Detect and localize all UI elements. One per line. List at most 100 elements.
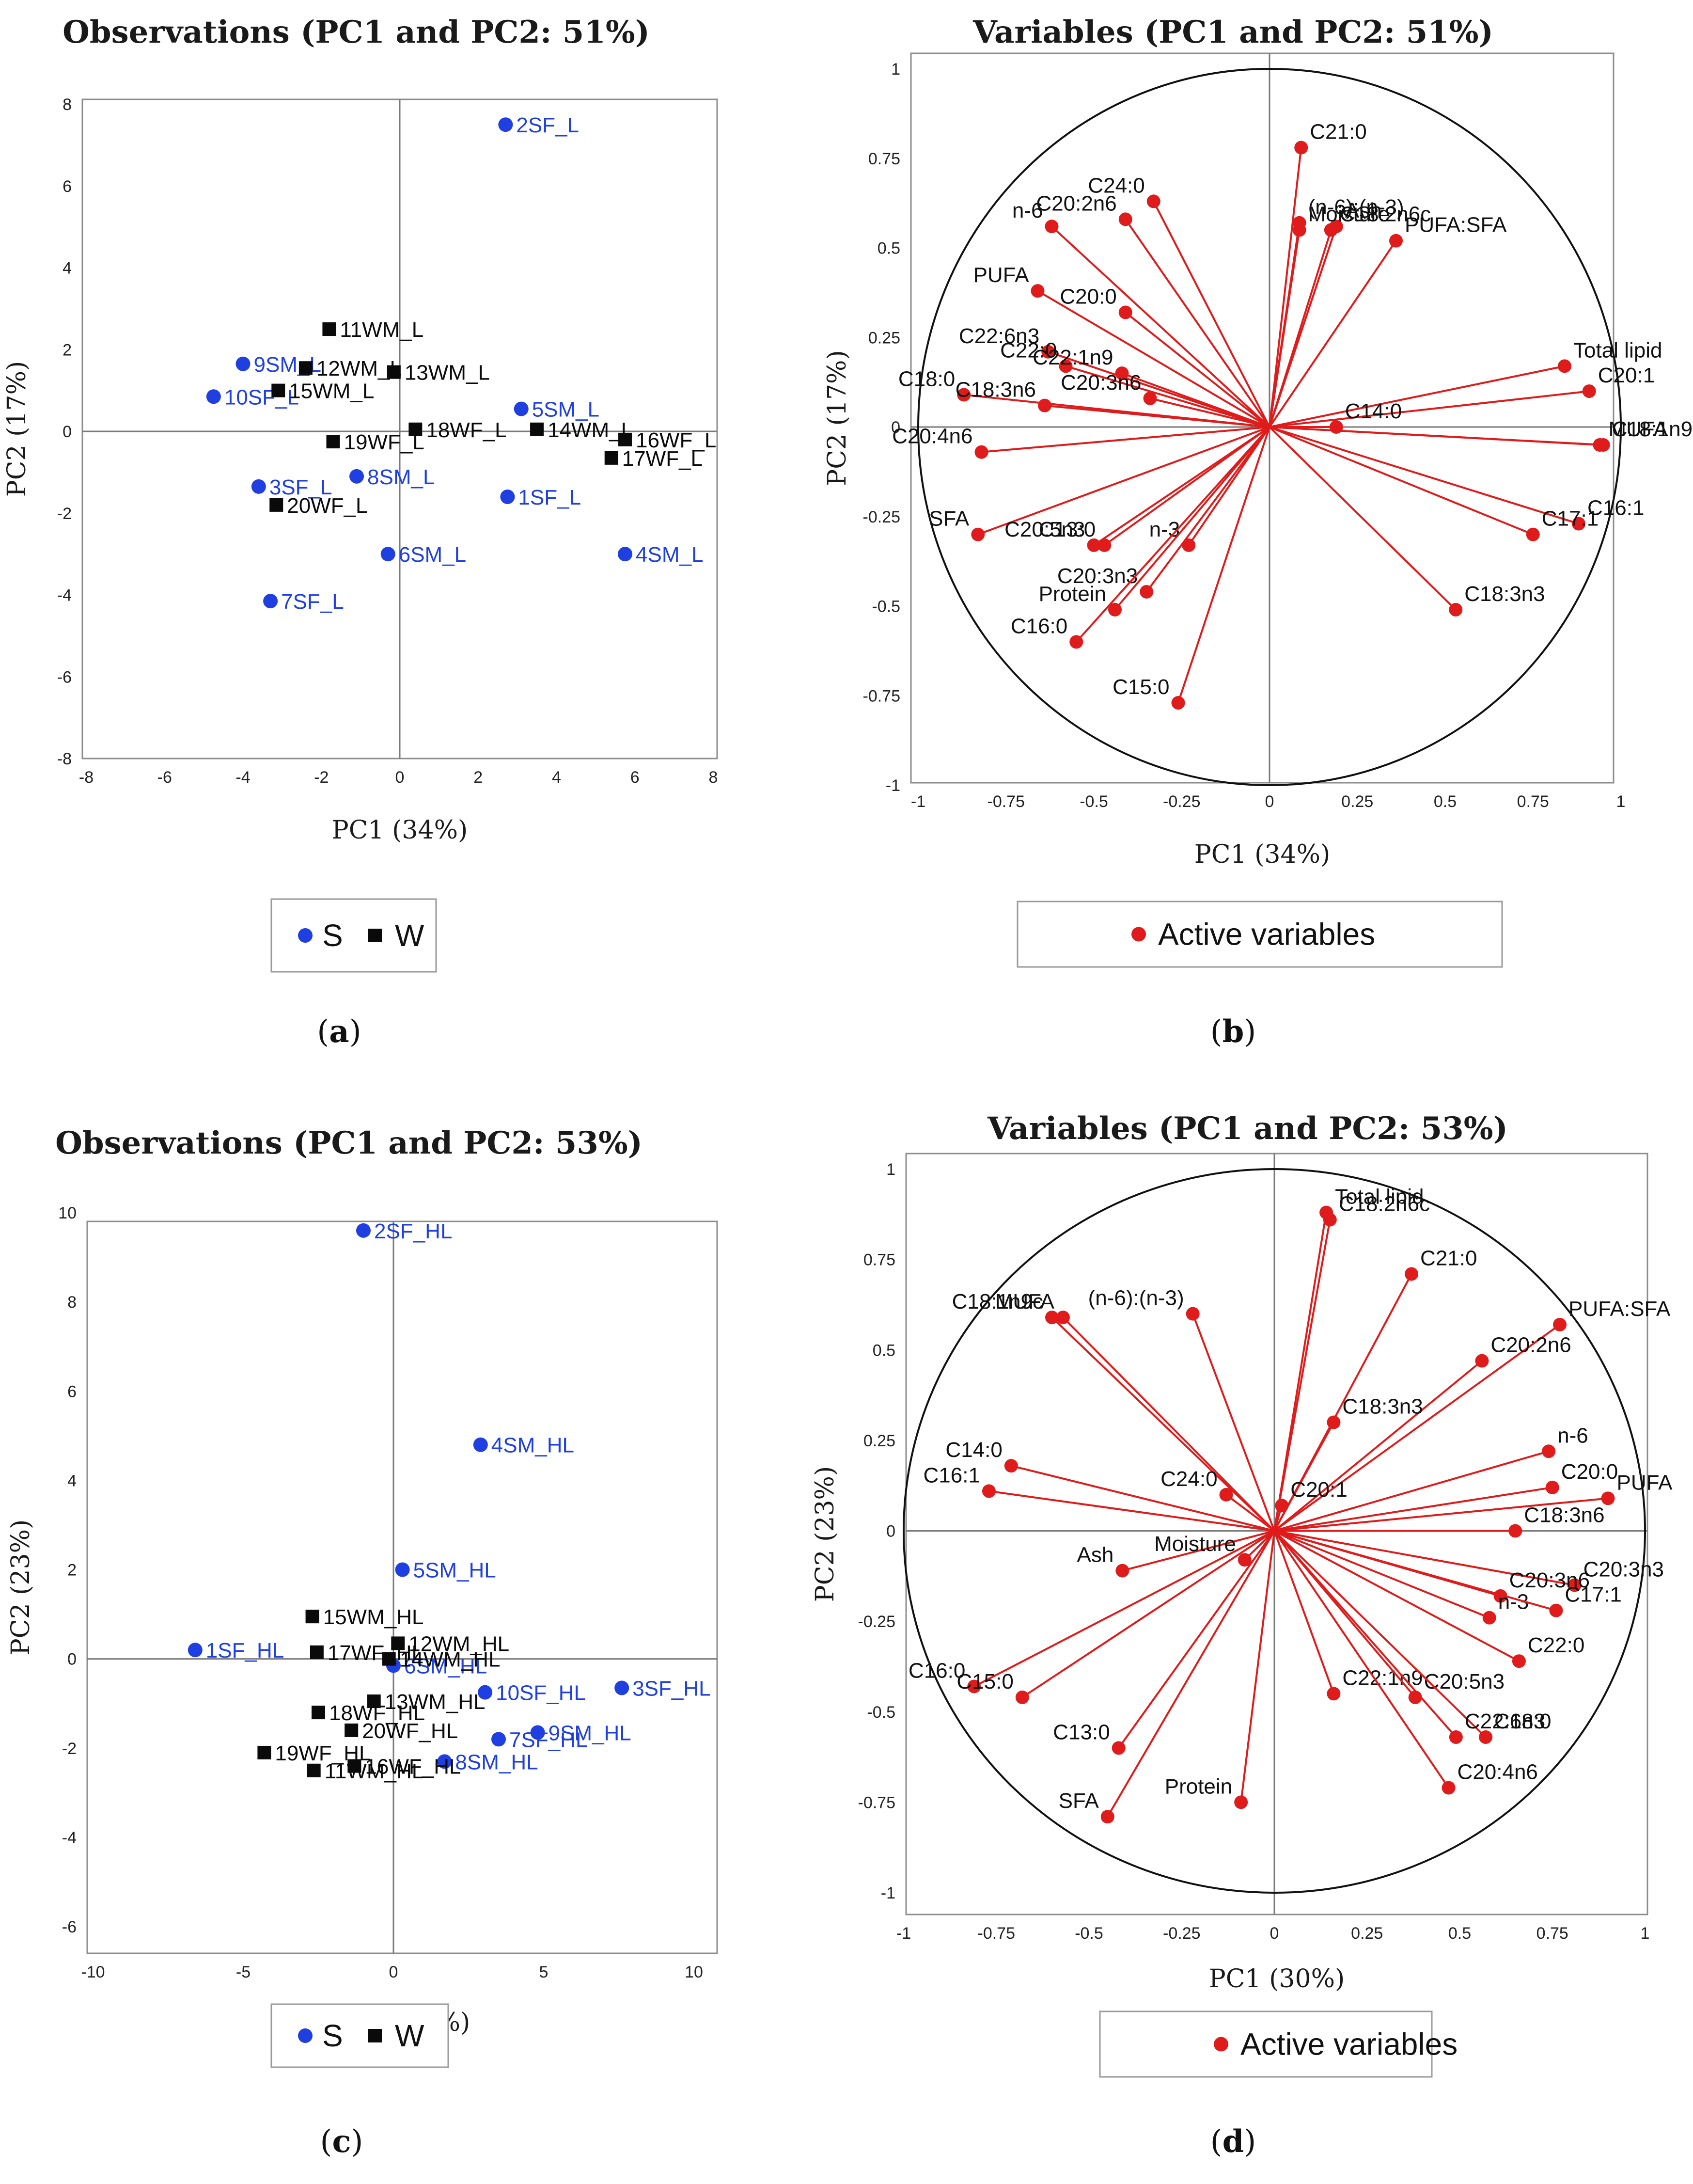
loading-vector bbox=[988, 1490, 1275, 1532]
observation-point-w bbox=[326, 435, 340, 449]
variable-point bbox=[1182, 538, 1196, 552]
legend-label-w: W bbox=[395, 2018, 424, 2053]
observation-point-s bbox=[251, 479, 266, 494]
observation-point-s bbox=[235, 356, 251, 371]
variable-label: Protein bbox=[1165, 1774, 1232, 1798]
y-tick-label: -2 bbox=[57, 505, 72, 523]
loading-vector bbox=[1075, 426, 1270, 643]
observation-label: 17WF_L bbox=[622, 447, 703, 471]
x-tick-label: -5 bbox=[236, 1963, 251, 1981]
observation-point-w bbox=[530, 422, 544, 436]
loading-vector bbox=[1274, 1530, 1490, 1619]
variable-point bbox=[1442, 1781, 1456, 1795]
observation-label: 15WM_HL bbox=[323, 1605, 424, 1629]
variable-label: C14:0 bbox=[945, 1438, 1002, 1462]
variable-point bbox=[1087, 538, 1101, 552]
legend-label-s: S bbox=[322, 918, 343, 953]
x-tick-label: 0.75 bbox=[1517, 792, 1549, 811]
variable-point bbox=[1275, 1499, 1289, 1513]
variable-label: C20:0 bbox=[1561, 1460, 1618, 1484]
loading-vector bbox=[977, 426, 1270, 536]
x-tick-label: 0.75 bbox=[1536, 1924, 1568, 1943]
variable-label: C17:1 bbox=[1542, 507, 1599, 531]
variable-label: C22:1n9 bbox=[1033, 346, 1113, 369]
variable-label: C18:2n6c bbox=[1340, 203, 1431, 226]
x-axis-title: PC1 (34%) bbox=[332, 816, 468, 845]
y-tick-label: 0 bbox=[67, 1650, 77, 1669]
loading-vector bbox=[1062, 1316, 1275, 1532]
variable-label: C18:1n9c bbox=[952, 1290, 1043, 1314]
y-axis-title: PC2 (23%) bbox=[6, 1519, 35, 1656]
y-tick-label: -4 bbox=[62, 1829, 77, 1847]
observation-point-w bbox=[257, 1745, 271, 1759]
variable-point bbox=[1593, 438, 1607, 452]
x-tick-label: 0 bbox=[1265, 792, 1274, 811]
legend-marker-variables bbox=[1131, 927, 1146, 942]
observation-label: 17WF_HL bbox=[328, 1641, 423, 1665]
y-tick-label: -6 bbox=[57, 668, 72, 686]
panel-c: Observations (PC1 and PC2: 53%) -10 -5 0 5 10… bbox=[6, 1125, 718, 2160]
y-axis-title: PC2 (17%) bbox=[823, 350, 852, 486]
loading-vector bbox=[1044, 404, 1270, 428]
observation-point-s bbox=[349, 469, 364, 484]
x-tick-label: -0.25 bbox=[1163, 1924, 1201, 1943]
variable-point bbox=[974, 445, 988, 459]
variable-point bbox=[1449, 1730, 1463, 1744]
y-tick-label: 1 bbox=[891, 60, 900, 79]
variable-label: PUFA bbox=[973, 263, 1030, 287]
chart-title: Observations (PC1 and PC2: 53%) bbox=[55, 1125, 643, 1161]
observation-label: 4SM_HL bbox=[491, 1434, 574, 1457]
x-tick-label: -0.75 bbox=[988, 792, 1025, 811]
loading-vector bbox=[1065, 365, 1270, 428]
observation-point-s bbox=[498, 117, 513, 132]
variable-label: Protein bbox=[1039, 582, 1106, 606]
y-tick-label: 8 bbox=[63, 95, 72, 114]
y-tick-label: -0.25 bbox=[858, 1613, 896, 1631]
variable-point bbox=[1118, 305, 1132, 319]
loading-vector bbox=[1269, 390, 1589, 428]
variable-point bbox=[1069, 635, 1083, 649]
observation-point-s bbox=[500, 490, 515, 504]
x-tick-label: -2 bbox=[314, 768, 329, 787]
observation-label: 8SM_HL bbox=[455, 1750, 538, 1774]
variable-label: (n-6):(n-3) bbox=[1088, 1286, 1184, 1310]
loading-vector bbox=[1273, 1422, 1335, 1532]
variable-label: C18:2n6c bbox=[1339, 1192, 1430, 1216]
y-tick-label: 0.75 bbox=[863, 1251, 895, 1269]
observation-point-w bbox=[367, 1694, 381, 1709]
loading-vector bbox=[1273, 1360, 1483, 1532]
variable-point bbox=[1238, 1553, 1252, 1567]
x-tick-label: 0.5 bbox=[1434, 792, 1457, 811]
y-tick-label: 10 bbox=[58, 1204, 77, 1222]
variable-point bbox=[1294, 141, 1308, 155]
legend-box bbox=[1017, 901, 1503, 968]
observation-point-s bbox=[514, 401, 529, 416]
observation-label: 2SF_HL bbox=[374, 1219, 452, 1243]
observation-label: 19WF_L bbox=[344, 430, 424, 454]
observation-label: 11WM_HL bbox=[325, 1759, 424, 1783]
variable-point bbox=[1389, 234, 1403, 248]
legend-marker-w bbox=[368, 929, 382, 942]
x-tick-label: -1 bbox=[911, 792, 925, 811]
observation-label: 13WM_L bbox=[405, 361, 490, 385]
loading-vector bbox=[1225, 1494, 1275, 1532]
variable-point bbox=[1045, 220, 1059, 234]
loading-vector bbox=[1269, 229, 1332, 427]
loading-vector bbox=[1150, 397, 1270, 428]
observation-label: 7SF_L bbox=[281, 590, 344, 614]
observation-label: 15WM_L bbox=[289, 380, 374, 403]
x-tick-label: -6 bbox=[157, 768, 172, 787]
variable-point bbox=[1549, 1603, 1563, 1617]
variable-label: Moisture bbox=[1308, 203, 1390, 226]
y-tick-label: -0.75 bbox=[863, 687, 901, 705]
y-tick-label: -1 bbox=[881, 1884, 895, 1902]
observation-label: 7SF_HL bbox=[509, 1728, 587, 1752]
x-tick-label: 0.5 bbox=[1448, 1924, 1471, 1943]
loading-vector bbox=[1273, 1530, 1450, 1788]
legend: Active variables bbox=[1017, 901, 1503, 968]
variable-point bbox=[1100, 1810, 1114, 1824]
loading-vector bbox=[1274, 1530, 1556, 1612]
observation-point-w bbox=[271, 383, 285, 397]
observation-label: 18WF_L bbox=[426, 418, 506, 442]
x-tick-label: -0.25 bbox=[1163, 792, 1201, 811]
